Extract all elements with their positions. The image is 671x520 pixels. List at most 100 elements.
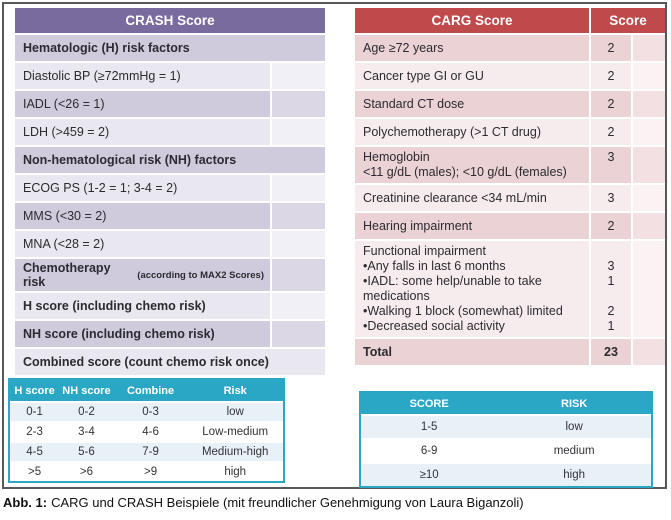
table-row: 6-9 medium: [361, 438, 651, 462]
row-label-group: Hearing impairment: [355, 213, 589, 239]
table-row: Age ≥72 years 2: [355, 35, 665, 61]
caption-label: Abb. 1:: [3, 495, 48, 510]
empty-score-cell: [272, 91, 325, 117]
row-label: Total: [363, 344, 392, 359]
table-row: Non-hematological risk (NH) factors: [15, 147, 325, 173]
carg-score-table: CARG Score Score Age ≥72 years 2 Cancer ty…: [355, 8, 665, 365]
score-cell: 2: [591, 91, 631, 117]
cell: high: [563, 469, 586, 481]
cell: 6-9: [420, 445, 438, 457]
table-row: Hearing impairment 2: [355, 213, 665, 239]
row-label: •Decreased social activity: [363, 319, 505, 333]
cell: 0-3: [142, 406, 159, 418]
score-value: [591, 289, 631, 304]
row-label: •IADL: some help/unable to take: [363, 274, 542, 288]
score-value: 3: [607, 190, 615, 205]
carg-table-header: CARG Score Score: [355, 8, 665, 33]
carg-risk-table: SCORE RISK 1-5 low 6-9 medium ≥10 high: [359, 391, 653, 488]
row-label-group: Standard CT dose: [355, 91, 589, 117]
cell: 3-4: [78, 426, 95, 438]
row-label: •Any falls in last 6 months: [363, 259, 506, 273]
row-label: Hearing impairment: [363, 218, 473, 233]
empty-cell: [633, 91, 665, 117]
crash-table-title: CRASH Score: [15, 8, 325, 33]
column-header: Risk: [223, 384, 247, 397]
empty-cell: [633, 147, 665, 183]
row-label: MMS (<30 = 2): [15, 203, 270, 229]
row-label: Non-hematological risk (NH) factors: [15, 147, 325, 173]
row-label: MNA (<28 = 2): [15, 231, 270, 257]
carg-score-column-header: Score: [591, 8, 665, 33]
row-label: Hemoglobin: [363, 150, 430, 164]
empty-score-cell: [272, 63, 325, 89]
header-row: SCORE RISK: [361, 393, 651, 414]
empty-score-cell: [272, 203, 325, 229]
score-cell: 3: [591, 185, 631, 211]
caption-text: CARG und CRASH Beispiele (mit freundlich…: [51, 495, 524, 510]
cell: low: [565, 421, 583, 433]
cell: ≥10: [419, 469, 439, 481]
row-label-group: Functional impairment •Any falls in last …: [355, 241, 589, 337]
row-label: Combined score (count chemo risk once): [15, 349, 325, 375]
column-header: Combine: [127, 384, 175, 397]
cell: 7-9: [142, 446, 159, 458]
row-label-group: Hemoglobin <11 g/dL (males); <10 g/dL (fe…: [355, 147, 589, 183]
table-row: Creatinine clearance <34 mL/min 3: [355, 185, 665, 211]
table-row: Polychemotherapy (>1 CT drug) 2: [355, 119, 665, 145]
table-row: LDH (>459 = 2): [15, 119, 325, 145]
table-row: Cancer type GI or GU 2: [355, 63, 665, 89]
cell: 5-6: [78, 446, 95, 458]
score-value: [591, 244, 631, 259]
cell: 4-6: [142, 426, 159, 438]
figure-frame: CRASH Score Hematologic (H) risk factors…: [2, 2, 667, 489]
crash-risk-table: H score NH score Combine Risk 0-1 0-2 0-3 low 2-…: [8, 378, 285, 483]
table-row: >5 >6 >9 high: [10, 461, 283, 481]
cell: >9: [144, 466, 158, 478]
table-row: Chemotherapy risk (according to MAX2 Scor…: [15, 259, 325, 291]
column-header: RISK: [561, 397, 588, 410]
score-value: 2: [607, 124, 615, 139]
cell: 0-2: [78, 406, 95, 418]
score-cell: 2: [591, 35, 631, 61]
carg-table-title: CARG Score: [355, 8, 589, 33]
table-row: Standard CT dose 2: [355, 91, 665, 117]
column-header: NH score: [62, 384, 111, 397]
score-value: 2: [607, 96, 615, 111]
carg-table-body: Age ≥72 years 2 Cancer type GI or GU 2 Stand…: [355, 35, 665, 365]
empty-score-cell: [272, 293, 325, 319]
header-row: H score NH score Combine Risk: [10, 380, 283, 401]
cell: 1-5: [420, 421, 438, 433]
column-header: SCORE: [409, 397, 449, 410]
empty-score-cell: [272, 119, 325, 145]
score-cell: 2: [591, 213, 631, 239]
empty-score-cell: [272, 175, 325, 201]
cell: low: [226, 406, 244, 418]
row-label: Diastolic BP (≥72mmHg = 1): [15, 63, 270, 89]
row-label-group: Cancer type GI or GU: [355, 63, 589, 89]
crash-score-table: CRASH Score Hematologic (H) risk factors…: [15, 8, 325, 375]
table-row: Hematologic (H) risk factors: [15, 35, 325, 61]
table-row: 0-1 0-2 0-3 low: [10, 401, 283, 421]
table-row: 1-5 low: [361, 414, 651, 438]
row-label: H score (including chemo risk): [15, 293, 270, 319]
score-value: 23: [604, 344, 618, 359]
empty-score-cell: [272, 321, 325, 347]
empty-cell: [633, 35, 665, 61]
table-row: 2-3 3-4 4-6 Low-medium: [10, 421, 283, 441]
row-label-group: Creatinine clearance <34 mL/min: [355, 185, 589, 211]
figure-caption: Abb. 1: CARG und CRASH Beispiele (mit fre…: [3, 495, 524, 510]
table-row: 4-5 5-6 7-9 Medium-high: [10, 441, 283, 461]
empty-cell: [633, 241, 665, 337]
table-row: MMS (<30 = 2): [15, 203, 325, 229]
score-cell: 23: [591, 339, 631, 365]
row-label: Hematologic (H) risk factors: [15, 35, 325, 61]
row-label: medications: [363, 289, 430, 303]
column-header: H score: [14, 384, 55, 397]
table-row: Diastolic BP (≥72mmHg = 1): [15, 63, 325, 89]
row-label: •Walking 1 block (somewhat) limited: [363, 304, 563, 318]
row-label-group: Polychemotherapy (>1 CT drug): [355, 119, 589, 145]
row-label: ECOG PS (1-2 = 1; 3-4 = 2): [15, 175, 270, 201]
score-value: 3: [607, 259, 615, 273]
row-label: Chemotherapy risk (according to MAX2 Scor…: [15, 259, 270, 291]
score-value: 2: [607, 68, 615, 83]
